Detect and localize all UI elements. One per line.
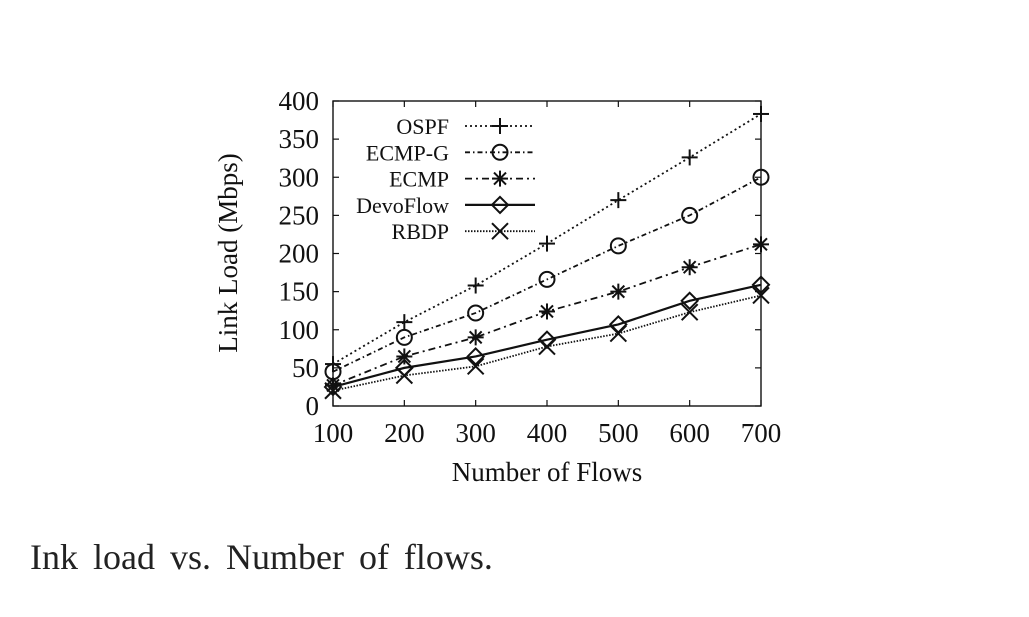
legend-marker-ecmp — [492, 170, 508, 187]
data-point-ospf — [681, 149, 698, 166]
legend-marker-ecmp-g — [491, 143, 509, 161]
series-line-ecmp-g — [332, 176, 762, 373]
y-tick-label: 350 — [279, 124, 320, 154]
x-axis-label: Number of Flows — [452, 457, 643, 487]
legend-label-ecmp: ECMP — [389, 167, 449, 192]
data-point-ospf — [396, 314, 413, 331]
x-axis: 100 200 300 400 500 600 700 — [313, 101, 782, 448]
data-point-devoflow — [751, 275, 771, 295]
data-point-ecmp-g — [752, 168, 770, 186]
x-tick-label: 100 — [313, 418, 354, 448]
y-tick-label: 100 — [279, 315, 320, 345]
y-tick-label: 150 — [279, 277, 320, 307]
legend-marker-rbdp — [491, 222, 509, 240]
data-point-rbdp — [466, 357, 485, 376]
data-point-rbdp — [609, 324, 628, 343]
series-ecmp-g — [324, 168, 770, 381]
series-rbdp — [324, 286, 770, 400]
data-point-ecmp — [681, 259, 698, 276]
legend-label-devoflow: DevoFlow — [356, 193, 449, 218]
legend-label-ospf: OSPF — [396, 114, 449, 139]
legend-label-ecmp-g: ECMP-G — [366, 140, 449, 165]
data-point-ecmp-g — [609, 237, 627, 255]
series-layer — [323, 105, 771, 400]
data-point-ecmp — [396, 348, 413, 365]
series-devoflow — [323, 275, 771, 397]
y-tick-label: 250 — [279, 200, 320, 230]
data-point-ecmp-g — [538, 270, 556, 288]
x-tick-label: 600 — [669, 418, 710, 448]
series-ecmp — [325, 236, 769, 394]
data-point-rbdp — [680, 303, 699, 321]
y-tick-label: 0 — [306, 391, 320, 421]
x-tick-label: 700 — [741, 418, 782, 448]
data-point-devoflow — [466, 347, 486, 366]
data-point-ecmp-g — [467, 304, 485, 322]
data-point-ecmp — [539, 303, 555, 320]
data-point-ospf — [467, 277, 484, 294]
y-axis-label: Link Load (Mbps) — [213, 153, 243, 352]
data-point-ospf — [539, 235, 555, 252]
data-point-devoflow — [680, 291, 700, 311]
data-point-rbdp — [324, 382, 342, 400]
x-tick-label: 400 — [527, 418, 568, 448]
data-point-ospf — [753, 105, 769, 122]
x-tick-label: 500 — [598, 418, 639, 448]
data-point-ecmp — [467, 329, 484, 346]
data-point-rbdp — [395, 366, 414, 385]
data-point-ecmp — [753, 236, 769, 253]
x-tick-label: 300 — [455, 418, 496, 448]
legend-marker-devoflow — [490, 195, 510, 215]
y-axis: 0 50 100 150 200 250 300 350 400 — [279, 86, 761, 421]
y-tick-label: 400 — [279, 86, 320, 116]
series-line-devoflow — [332, 283, 762, 389]
y-tick-label: 300 — [279, 162, 320, 192]
data-point-rbdp — [752, 286, 770, 305]
legend-marker-ospf — [492, 118, 508, 134]
y-tick-label: 200 — [279, 239, 320, 269]
data-point-ecmp-g — [395, 328, 413, 346]
figure-caption: Ink load vs. Number of flows. — [30, 537, 493, 577]
data-point-ecmp-g — [681, 206, 699, 224]
legend-label-rbdp: RBDP — [392, 219, 449, 244]
x-tick-label: 200 — [384, 418, 425, 448]
data-point-rbdp — [538, 337, 556, 356]
data-point-ospf — [610, 192, 627, 209]
y-tick-label: 50 — [292, 353, 319, 383]
data-point-ecmp — [610, 283, 627, 300]
